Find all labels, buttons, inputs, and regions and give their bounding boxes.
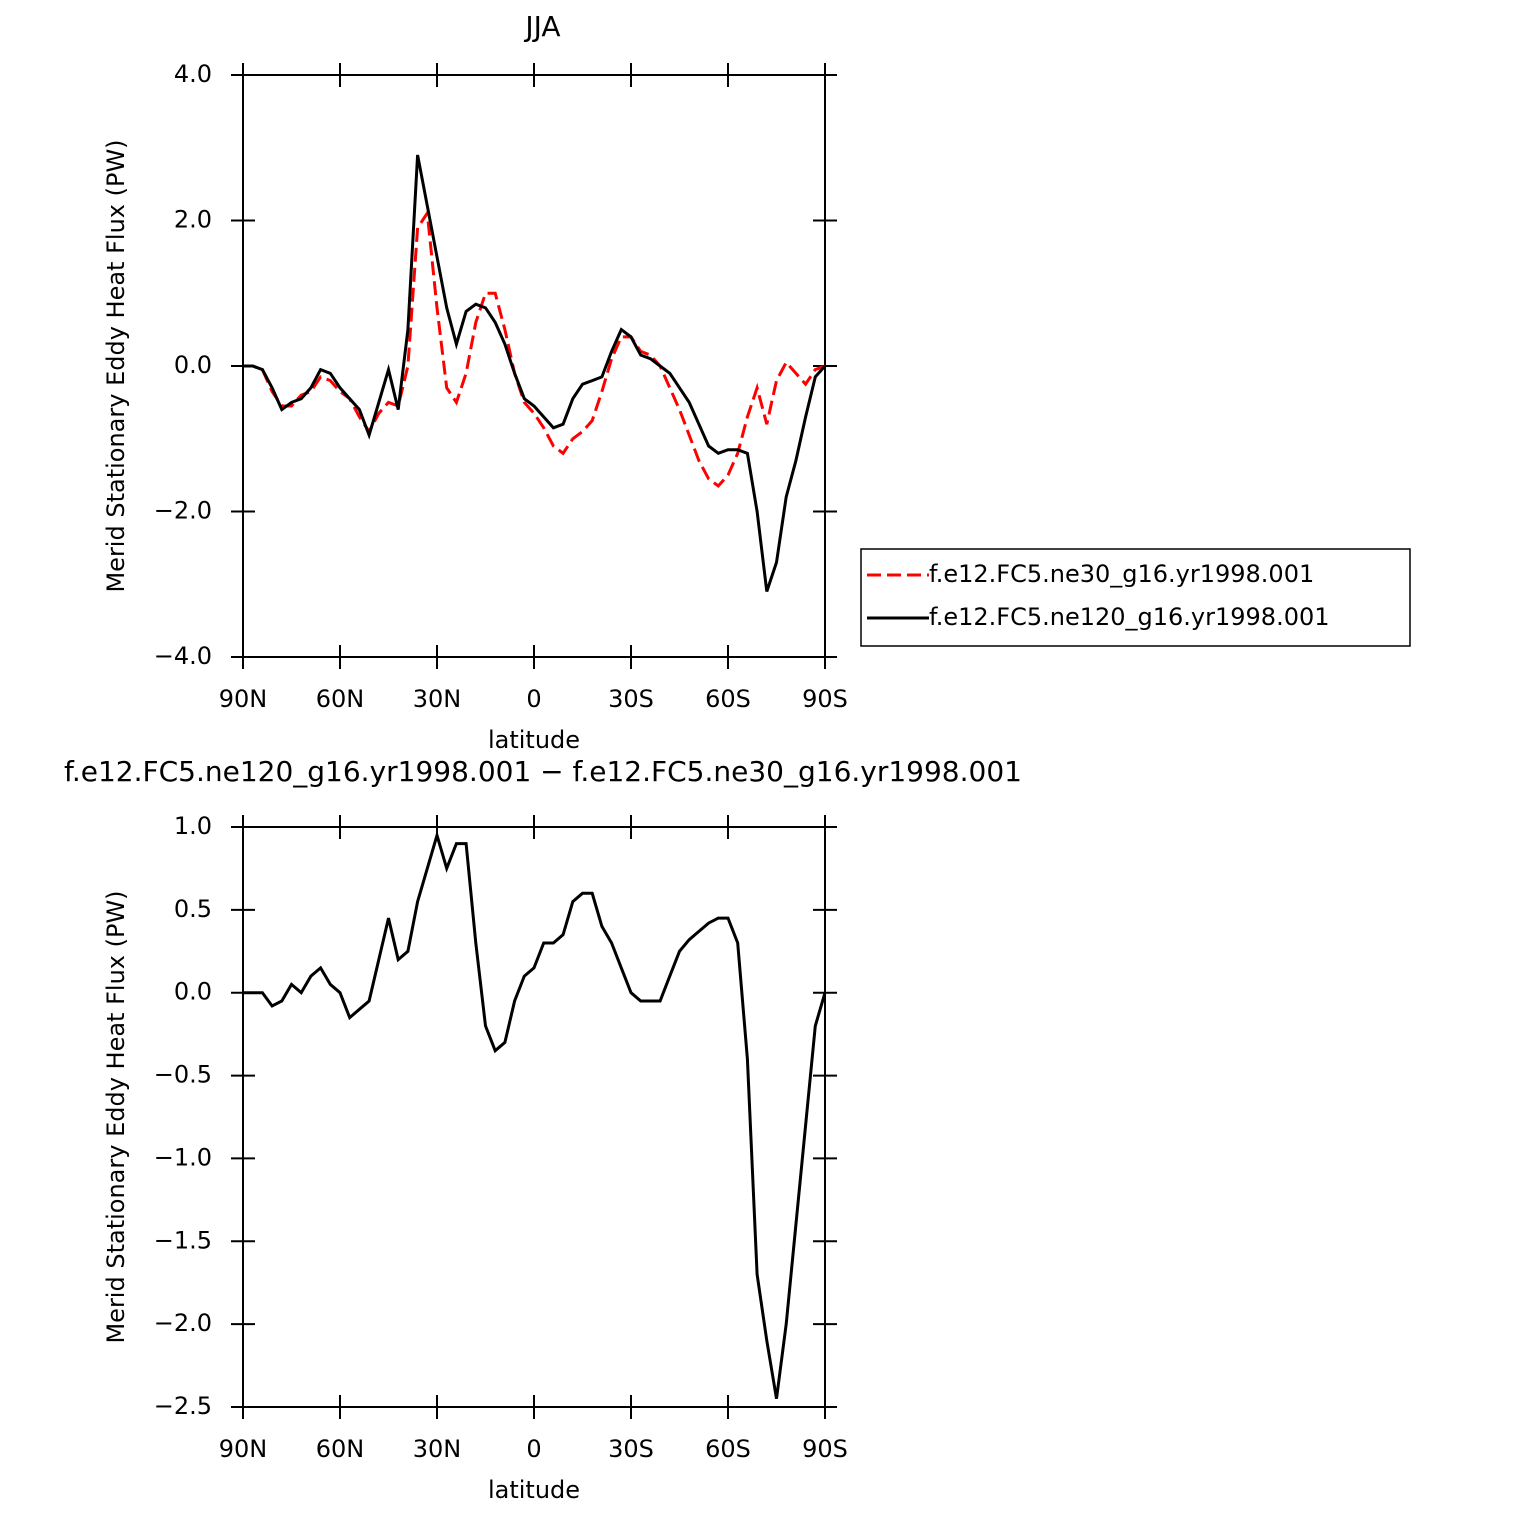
plot-frame [242,74,826,658]
x-tick-label: 90S [802,685,848,713]
chart-title: JJA [523,10,560,43]
legend-label: f.e12.FC5.ne120_g16.yr1998.001 [929,603,1330,631]
data-line [243,154,827,592]
y-tick-label: −1.0 [154,1143,212,1171]
chart-title: f.e12.FC5.ne120_g16.yr1998.001 − f.e12.F… [64,755,1022,788]
x-tick-label: 60N [316,1435,365,1463]
x-tick-label: 90N [219,1435,268,1463]
y-tick-label: 0.5 [174,895,212,923]
y-tick-label: 1.0 [174,812,212,840]
y-tick-label: 2.0 [174,206,212,234]
y-axis-label: Merid Stationary Eddy Heat Flux (PW) [102,139,130,592]
data-line [243,208,826,489]
x-tick-label: 30S [608,685,654,713]
y-tick-label: −2.0 [154,497,212,525]
x-tick-label: 90N [219,685,268,713]
x-tick-label: 90S [802,1435,848,1463]
legend-box [860,548,1411,647]
x-axis-label: latitude [488,726,580,754]
x-axis-label: latitude [488,1476,580,1504]
legend-label: f.e12.FC5.ne30_g16.yr1998.001 [929,560,1314,588]
x-tick-label: 0 [526,685,541,713]
x-tick-label: 60S [705,1435,751,1463]
y-axis-label: Merid Stationary Eddy Heat Flux (PW) [102,890,130,1343]
y-tick-label: −1.5 [154,1226,212,1254]
x-tick-label: 30N [413,1435,462,1463]
x-tick-label: 60S [705,685,751,713]
y-tick-label: −2.0 [154,1309,212,1337]
y-tick-label: 0.0 [174,351,212,379]
x-tick-label: 0 [526,1435,541,1463]
x-tick-label: 30N [413,685,462,713]
x-tick-label: 60N [316,685,365,713]
y-tick-label: 0.0 [174,978,212,1006]
y-tick-label: −2.5 [154,1392,212,1420]
x-tick-label: 30S [608,1435,654,1463]
y-tick-label: −4.0 [154,642,212,670]
plot-frame [242,826,826,1408]
data-line [243,829,827,1399]
y-tick-label: −0.5 [154,1061,212,1089]
y-tick-label: 4.0 [174,60,212,88]
